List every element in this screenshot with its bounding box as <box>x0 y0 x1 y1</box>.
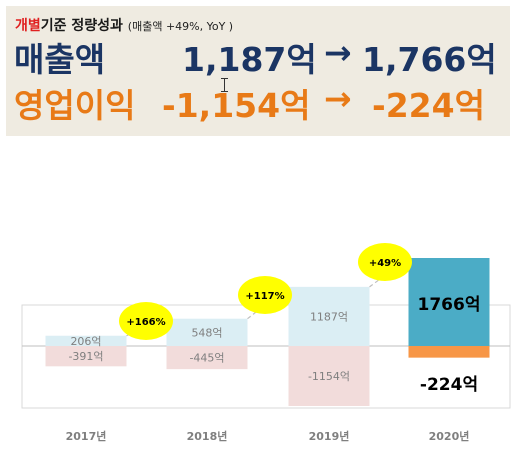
revenue-value-label: 1187억 <box>310 310 348 323</box>
growth-rate-label: +49% <box>369 258 401 269</box>
revenue-value-label: 548억 <box>191 326 222 339</box>
x-axis-category-label: 2018년 <box>187 429 228 443</box>
operating-income-value-label: -391억 <box>68 350 103 363</box>
x-axis-category-label: 2020년 <box>429 429 470 443</box>
revenue-value-label: 206억 <box>70 335 101 348</box>
summary-panel: 개별기준 정량성과 (매출액 +49%, YoY ) 매출액 1,187억 → … <box>6 6 510 136</box>
subtitle-highlight: 개별 <box>15 18 41 34</box>
operating-income-bar <box>408 346 490 358</box>
operating-income-summary-row: 영업이익 -1,154억 → -224억 <box>6 79 510 125</box>
revenue-label: 매출액 <box>14 40 106 79</box>
operating-income-to-value: -224억 <box>372 86 485 125</box>
growth-bubble <box>119 302 173 340</box>
subtitle-text: 기준 정량성과 <box>40 18 123 34</box>
x-axis-category-label: 2019년 <box>309 429 350 443</box>
operating-income-from-value: -1,154억 <box>162 86 311 125</box>
growth-rate-label: +117% <box>245 291 284 302</box>
growth-rate-label: +166% <box>126 317 165 328</box>
subtitle-note: (매출액 +49%, YoY ) <box>127 20 234 33</box>
growth-bubble <box>238 276 292 314</box>
operating-income-value-label: -445억 <box>189 352 224 365</box>
growth-bubble <box>358 243 412 281</box>
operating-income-bar <box>166 346 248 370</box>
revenue-bar <box>408 258 490 346</box>
revenue-bar <box>166 318 248 346</box>
operating-income-bar <box>288 346 370 406</box>
revenue-value-label: 1766억 <box>418 295 481 315</box>
revenue-from-value: 1,187억 <box>182 40 317 79</box>
operating-income-label: 영업이익 <box>14 86 136 125</box>
text-cursor-icon <box>221 78 230 92</box>
revenue-summary-row: 매출액 1,187억 → 1,766억 <box>6 33 510 79</box>
revenue-income-chart: 206억 -391억 2017년 548억 -445억 2018년 1187억 -1154억 2… <box>21 243 511 443</box>
revenue-to-value: 1,766억 <box>362 40 497 79</box>
operating-income-value-label: -1154억 <box>308 370 350 383</box>
operating-income-bar <box>45 346 127 367</box>
summary-subtitle: 개별기준 정량성과 (매출액 +49%, YoY ) <box>15 15 233 35</box>
x-axis-category-label: 2017년 <box>66 429 107 443</box>
revenue-bar <box>45 335 127 346</box>
revenue-arrow: → <box>324 33 352 72</box>
operating-income-arrow: → <box>324 79 352 118</box>
operating-income-value-label: -224억 <box>420 375 478 395</box>
revenue-bar <box>288 286 370 346</box>
